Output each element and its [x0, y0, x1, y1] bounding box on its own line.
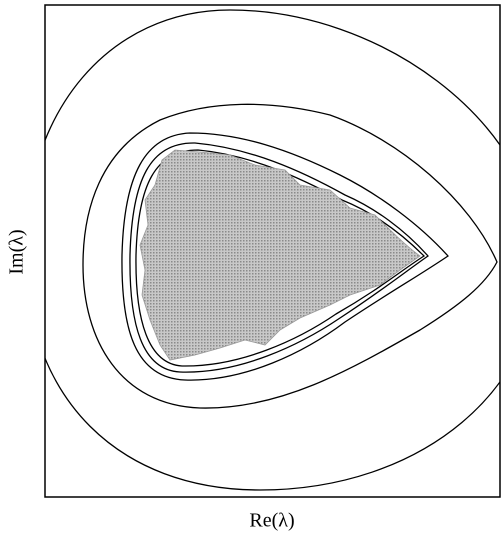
contour [82, 103, 498, 409]
contour [45, 9, 500, 491]
x-axis-label: Re(λ) [249, 510, 294, 532]
plot-frame [44, 4, 501, 498]
contour [129, 142, 429, 373]
spectrum-region [139, 149, 421, 361]
contours [45, 9, 500, 491]
y-axis-label: Im(λ) [6, 229, 28, 274]
contour [121, 132, 449, 381]
